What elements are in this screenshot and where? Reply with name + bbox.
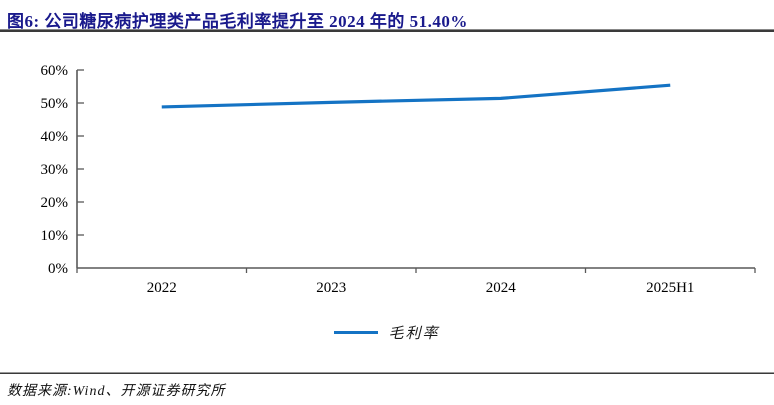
y-axis-tick-label: 30% bbox=[41, 162, 69, 178]
y-axis-tick-label: 40% bbox=[41, 129, 69, 145]
bottom-separator bbox=[0, 372, 774, 374]
x-axis-tick-label: 2025H1 bbox=[646, 280, 694, 296]
chart-area: 0% 10% 20% 30% 40% 50% 60% 2022 2023 2024 2025H1 bbox=[0, 50, 774, 305]
y-axis-tick-label: 10% bbox=[41, 228, 69, 244]
y-axis-tick-label: 0% bbox=[48, 261, 68, 277]
legend: 毛利率 bbox=[0, 322, 774, 343]
x-axis-tick-label: 2023 bbox=[316, 280, 346, 296]
x-axis-tick-label: 2022 bbox=[147, 280, 177, 296]
legend-line-swatch bbox=[334, 331, 379, 334]
x-axis-tick-label: 2024 bbox=[486, 280, 517, 296]
figure-title: 图6: 公司糖尿病护理类产品毛利率提升至 2024 年的 51.40% bbox=[7, 12, 468, 31]
legend-label: 毛利率 bbox=[388, 326, 440, 342]
line-chart: 0% 10% 20% 30% 40% 50% 60% 2022 2023 2024 2025H1 bbox=[41, 63, 756, 296]
title-separator bbox=[0, 29, 774, 32]
y-axis-tick-label: 20% bbox=[41, 195, 69, 211]
source-note: 数据来源:Wind、开源证券研究所 bbox=[7, 384, 226, 399]
y-axis-tick-label: 60% bbox=[41, 63, 69, 79]
series-line-毛利率 bbox=[161, 83, 671, 109]
y-axis-tick-label: 50% bbox=[41, 96, 69, 112]
